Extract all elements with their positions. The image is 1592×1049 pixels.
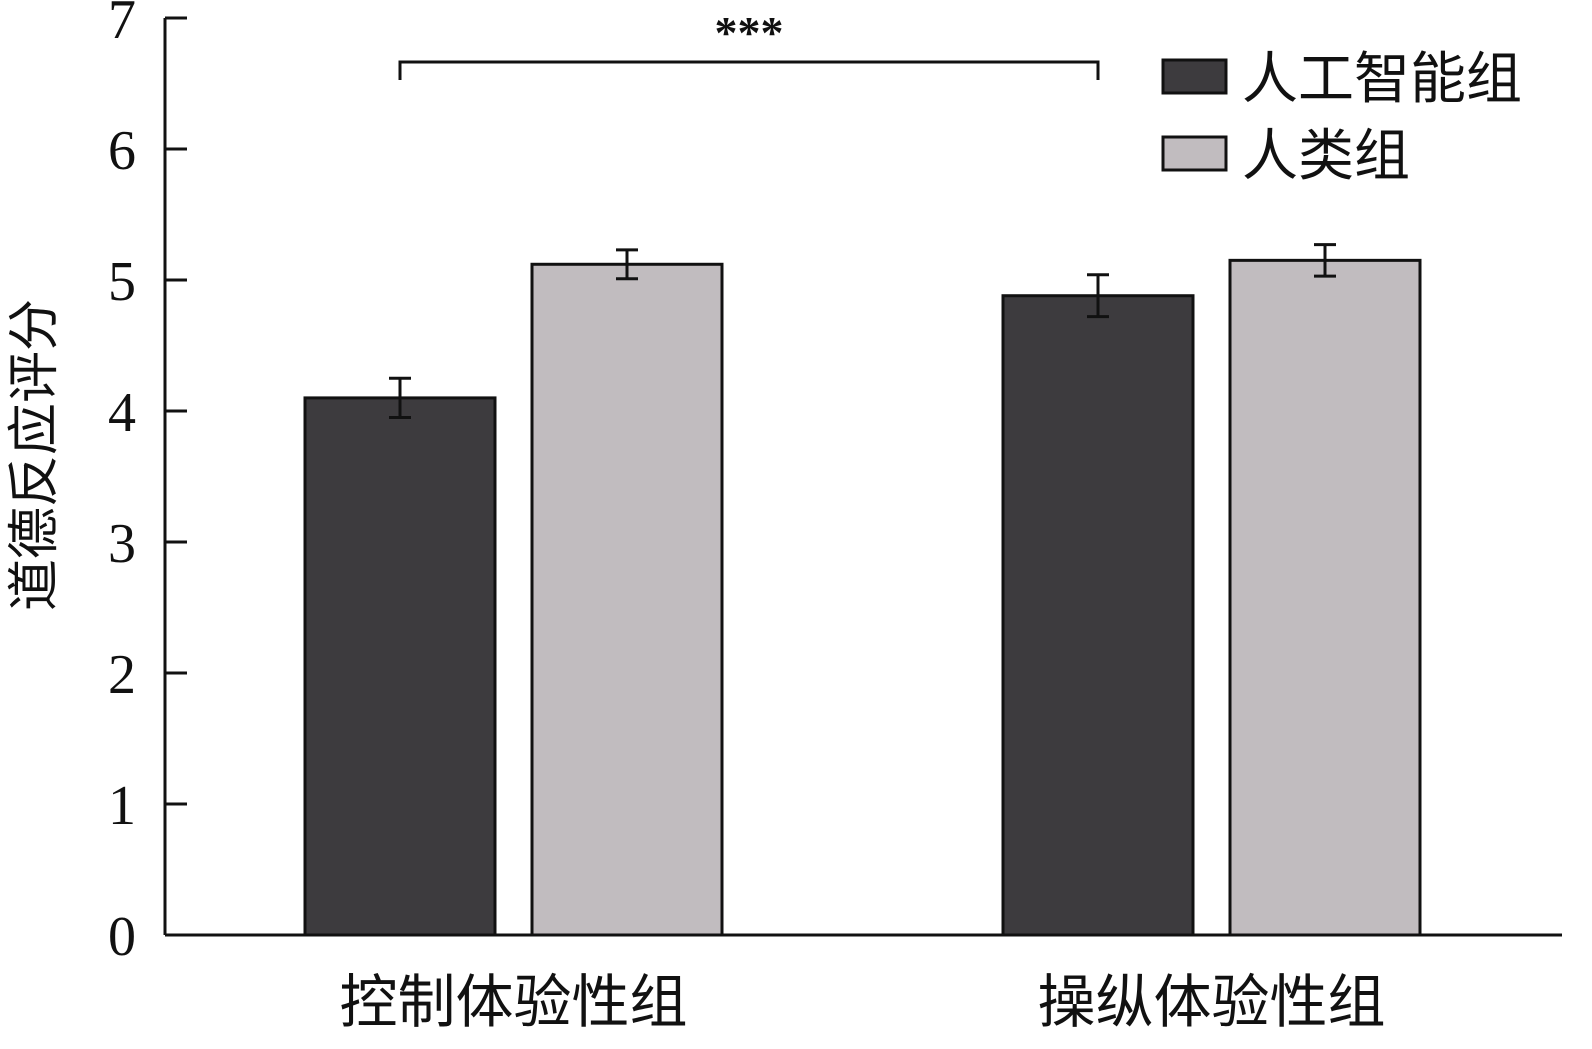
bar: [530, 262, 724, 937]
x-tick-labels: 控制体验性组 操纵体验性组: [339, 968, 1385, 1036]
legend-swatch: [1161, 58, 1228, 95]
y-tick-label: 1: [108, 775, 136, 837]
legend-swatch: [1161, 135, 1228, 172]
y-tick-label: 2: [108, 644, 136, 706]
bars: [303, 258, 1422, 937]
y-tick-label: 5: [108, 251, 136, 313]
y-tick-label: 3: [108, 513, 136, 575]
legend-label: 人类组: [1242, 124, 1410, 189]
y-axis-label: 道德反应评分: [5, 299, 65, 611]
significance-bracket: [398, 60, 1100, 80]
significance-annotation: ***: [398, 7, 1100, 80]
y-tick-label: 0: [108, 906, 136, 968]
bar: [303, 396, 497, 937]
y-tick-label: 4: [108, 382, 136, 444]
y-tick-label: 7: [108, 0, 136, 51]
x-tick-label: 控制体验性组: [339, 968, 687, 1036]
error-bars: [389, 243, 1336, 420]
y-tick-label: 6: [108, 120, 136, 182]
legend-label: 人工智能组: [1242, 47, 1522, 112]
significance-label: ***: [715, 7, 784, 58]
bar: [1228, 258, 1422, 937]
bar: [1001, 294, 1195, 937]
x-tick-label: 操纵体验性组: [1037, 968, 1385, 1036]
